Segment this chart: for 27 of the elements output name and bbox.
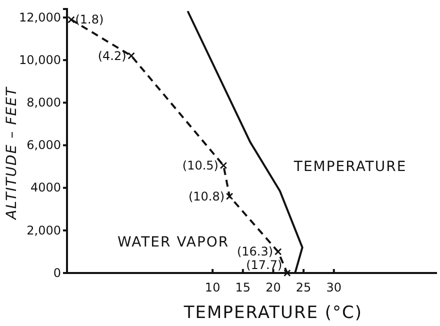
y-tick-label: 6,000: [26, 138, 61, 152]
y-tick-label: 2,000: [26, 223, 61, 238]
series-label: TEMPERATURE: [292, 159, 407, 176]
annotation: (4.2): [98, 48, 126, 63]
annotation: (10.8): [188, 189, 225, 204]
point: [284, 269, 291, 277]
point: [274, 248, 282, 256]
annotation: (10.5): [182, 158, 218, 172]
point: [226, 192, 234, 200]
y-tick-label: 8,000: [26, 96, 61, 110]
x-tick-label: 15: [235, 280, 251, 295]
y-tick-label: 0: [53, 266, 61, 280]
x-tick-label: 25: [296, 280, 312, 295]
series-label: WATER VAPOR: [118, 234, 230, 250]
annotation: (17.7): [246, 258, 282, 272]
point: [128, 52, 135, 60]
x-tick-label: 10: [204, 280, 220, 295]
y-tick-label: 10,000: [19, 52, 61, 67]
annotation: (1.8): [75, 12, 104, 27]
point: [220, 162, 228, 170]
x-tick-label: 30: [326, 280, 342, 295]
x-tick-label: 20: [266, 280, 281, 295]
y-tick-label: 4000: [30, 180, 61, 195]
annotation: (16.3): [236, 244, 274, 259]
x-axis-title: TEMPERATURE (°C): [182, 303, 363, 323]
y-tick-label: 12,000: [19, 10, 61, 24]
y-axis-title: ALTITUDE – FEET: [4, 86, 20, 220]
